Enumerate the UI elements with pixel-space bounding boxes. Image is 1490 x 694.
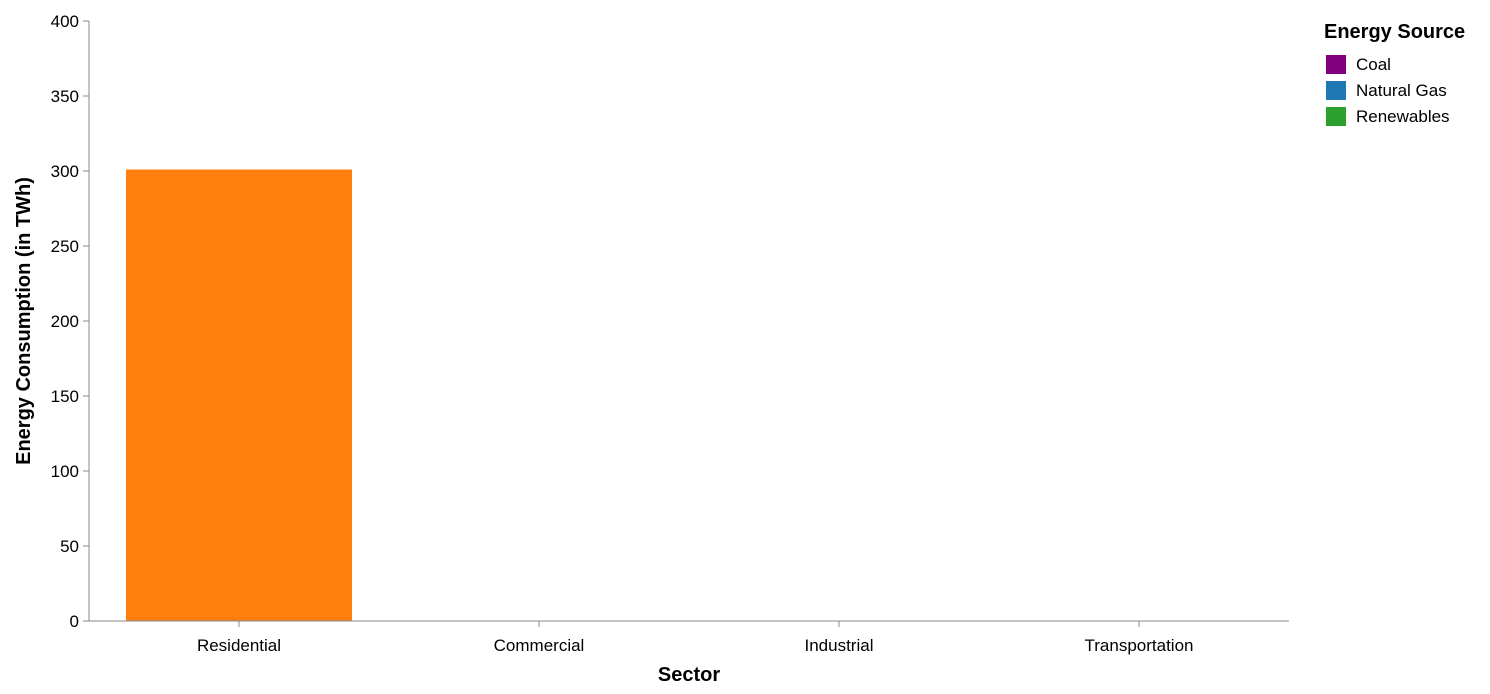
y-axis-ticks: 0 50 100 150 200 250 300 350 400: [51, 12, 89, 631]
y-tick-label: 150: [51, 387, 79, 406]
axes-layer: 0 50 100 150 200 250 300 350 400 Residential Comm…: [51, 12, 1289, 655]
x-axis-title: Sector: [658, 664, 720, 686]
x-tick-label: Commercial: [494, 636, 585, 655]
legend-swatch: [1326, 107, 1346, 126]
legend-label: Natural Gas: [1356, 81, 1447, 100]
y-tick-label: 50: [60, 537, 79, 556]
y-tick-label: 100: [51, 462, 79, 481]
x-tick-label: Transportation: [1085, 636, 1194, 655]
y-tick-label: 200: [51, 312, 79, 331]
x-tick-label: Residential: [197, 636, 281, 655]
y-tick-label: 350: [51, 87, 79, 106]
legend-swatch: [1326, 81, 1346, 100]
bars-layer: [126, 169, 352, 621]
x-tick-label: Industrial: [805, 636, 874, 655]
legend: Energy Source Coal Natural Gas Renewables: [1324, 21, 1465, 126]
y-tick-label: 300: [51, 162, 79, 181]
y-tick-label: 0: [70, 612, 79, 631]
y-axis-title: Energy Consumption (in TWh): [13, 177, 35, 465]
legend-title: Energy Source: [1324, 21, 1465, 43]
bar-segment: [126, 351, 352, 621]
y-tick-label: 400: [51, 12, 79, 31]
y-tick-label: 250: [51, 237, 79, 256]
legend-items: Coal Natural Gas Renewables: [1326, 55, 1450, 126]
x-axis-ticks: Residential Commercial Industrial Transport…: [197, 621, 1194, 655]
legend-swatch: [1326, 55, 1346, 74]
legend-label: Coal: [1356, 55, 1391, 74]
bar-segment: [126, 169, 352, 351]
legend-label: Renewables: [1356, 107, 1450, 126]
